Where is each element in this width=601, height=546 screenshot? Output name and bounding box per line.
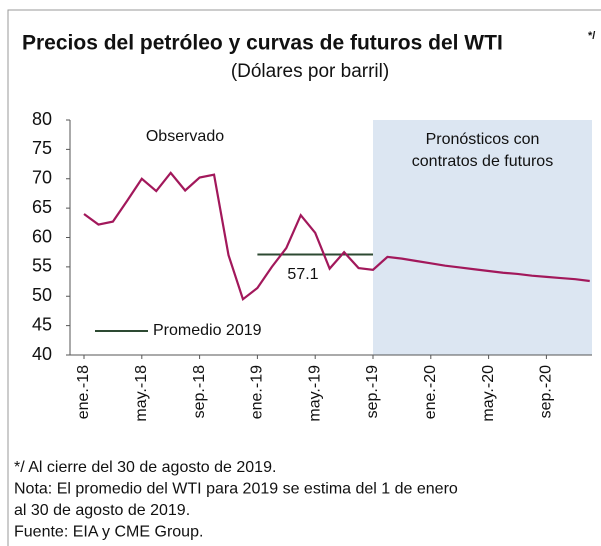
- x-tick-label: may.-19: [306, 365, 323, 422]
- y-tick-label: 50: [32, 285, 52, 305]
- y-tick-label: 70: [32, 168, 52, 188]
- forecast-region: [373, 120, 592, 355]
- chart-subtitle: (Dólares por barril): [231, 61, 389, 82]
- x-tick-label: ene.-19: [249, 365, 266, 419]
- x-tick-label: may.-18: [133, 365, 150, 422]
- legend-label: Promedio 2019: [153, 322, 262, 339]
- frame: [7, 9, 601, 546]
- y-tick-label: 80: [32, 109, 52, 129]
- y-tick-label: 40: [32, 344, 52, 364]
- x-tick-label: ene.-18: [75, 365, 92, 419]
- note: al 30 de agosto de 2019.: [14, 502, 190, 519]
- x-tick-label: may.-20: [480, 365, 497, 422]
- forecast-label: Pronósticos con: [426, 131, 540, 148]
- forecast-label: contratos de futuros: [412, 153, 553, 170]
- note: */ Al cierre del 30 de agosto de 2019.: [14, 459, 276, 476]
- data-line: [83, 171, 590, 302]
- y-tick-label: 65: [32, 197, 52, 217]
- y-tick-label: 60: [32, 226, 52, 246]
- title-mark: */: [588, 30, 595, 42]
- note: Fuente: EIA y CME Group.: [14, 524, 203, 541]
- x-tick-label: sep.-19: [364, 365, 381, 418]
- note: Nota: El promedio del WTI para 2019 se e…: [14, 481, 458, 498]
- y-tick-label: 75: [32, 138, 52, 158]
- y-tick-label: 55: [32, 256, 52, 276]
- average-value-label: 57.1: [287, 266, 318, 283]
- x-tick-label: sep.-20: [538, 365, 555, 418]
- y-tick-label: 45: [32, 314, 52, 334]
- x-tick-label: sep.-18: [191, 365, 208, 418]
- x-tick-label: ene.-20: [422, 365, 439, 419]
- chart-title: Precios del petróleo y curvas de futuros…: [22, 32, 503, 55]
- observed-label: Observado: [146, 128, 224, 145]
